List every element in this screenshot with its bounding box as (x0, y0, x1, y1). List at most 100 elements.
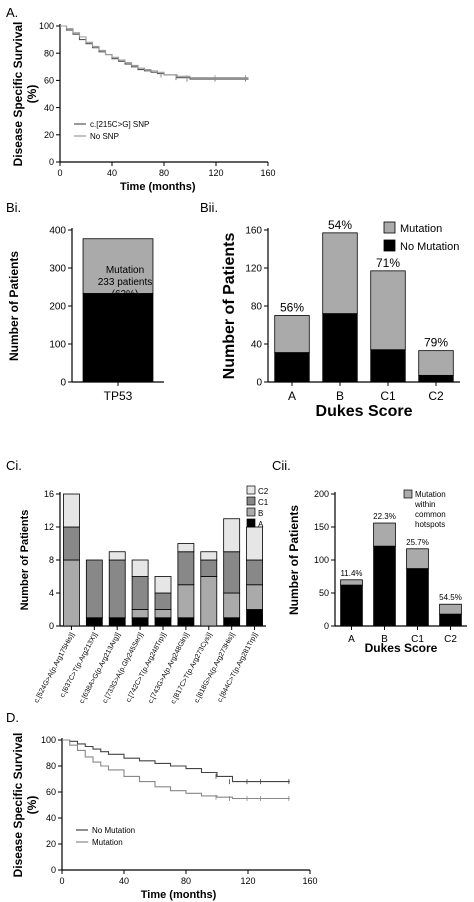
ci-bar-a (85, 617, 103, 627)
bii-category-label: C1 (380, 389, 396, 403)
a-x-tick-label: 160 (260, 168, 275, 178)
ci-legend-swatch (246, 518, 256, 528)
bii-y-tick-label: 40 (251, 340, 263, 351)
bi-annotation: 233 patients (98, 277, 153, 288)
ci-bar-c1 (85, 559, 103, 619)
bi-y-tick-label: 100 (49, 340, 66, 351)
ci-bar-c2 (108, 551, 126, 561)
bi-annotation: (62%) (112, 289, 139, 300)
d-x-tick-label: 120 (240, 876, 255, 886)
ci-category-label: c.[638A>G(p.Arg213Arg)] (79, 632, 122, 705)
bi-annotation: Mutation (106, 265, 144, 276)
ci-bar-b (246, 584, 263, 610)
ci-bar-c2 (223, 518, 241, 553)
a-y-tick-label: 20 (44, 130, 54, 140)
d-y-tick-label: 40 (46, 813, 56, 823)
cii-bar-no-mutation (406, 568, 429, 627)
a-series-1-line (60, 25, 249, 79)
d-y-tick-label: 80 (46, 761, 56, 771)
bii-bar-no-mutation (370, 349, 406, 383)
ci-bar-c1 (154, 592, 172, 610)
panel-label-bii: Bii. (200, 200, 218, 215)
a-y-tick-label: 80 (44, 48, 54, 58)
bii-bar-label: 54% (328, 218, 352, 232)
cii-bar-label: 25.7% (406, 538, 429, 547)
panel-label-ci: Ci. (6, 458, 22, 473)
panel-label-cii: Cii. (272, 458, 291, 473)
cii-legend-label: common (415, 510, 446, 519)
bii-bar-mutation (322, 232, 358, 315)
bi-y-tick-label: 400 (49, 226, 66, 237)
ci-y-tick-label: 4 (49, 588, 54, 598)
ci-bar-c2 (154, 576, 172, 594)
bi-category-label: TP53 (104, 389, 133, 403)
cii-category-label: C1 (411, 634, 424, 645)
ci-bar-b (63, 559, 80, 627)
cii-bar-label: 11.4% (340, 569, 362, 578)
bi-annotation: (38%) (112, 357, 139, 368)
bii-y-axis-title: Number of Patients (221, 233, 238, 380)
ci-bar-b (131, 609, 149, 619)
ci-legend-label: C1 (258, 498, 269, 507)
d-y-tick-label: 0 (51, 865, 56, 875)
d-y-axis-title: Disease Specific Survival (11, 733, 25, 878)
bi-annotation: No Mutation (98, 333, 152, 344)
bi-y-tick-label: 0 (60, 378, 66, 389)
a-y-tick-label: 60 (44, 76, 54, 86)
a-y-tick-label: 0 (49, 157, 54, 167)
bi-annotation: 144 patients (98, 345, 153, 356)
ci-legend-swatch (246, 485, 256, 495)
ci-bar-a (177, 617, 195, 627)
d-x-axis-title: Time (months) (141, 889, 217, 901)
ci-bar-a (154, 617, 172, 627)
cii-x-axis-title: Dukes Score (365, 641, 438, 655)
d-x-tick-label: 80 (181, 876, 191, 886)
ci-legend-label: B (258, 509, 263, 518)
ci-bar-b (223, 592, 241, 619)
ci-legend-label: A (258, 520, 264, 529)
ci-bar-c2 (177, 543, 195, 553)
ci-y-axis-title: Number of Patients (19, 510, 31, 611)
bii-bar-no-mutation (274, 352, 310, 383)
bii-y-tick-label: 120 (245, 264, 262, 275)
ci-bar-c1 (108, 559, 126, 619)
a-x-tick-label: 120 (208, 168, 223, 178)
cii-category-label: A (348, 634, 355, 645)
ci-bar-c1 (246, 559, 263, 586)
a-y-tick-label: 100 (39, 21, 54, 31)
bii-legend-label: No Mutation (400, 241, 459, 253)
ci-bar-a (246, 609, 263, 627)
cii-bar-label: 22.3% (373, 512, 396, 521)
cii-bar-mutation-within-common-hotspots (439, 603, 462, 615)
bii-legend-swatch (383, 239, 396, 252)
bii-bar-no-mutation (322, 313, 358, 383)
bi-y-tick-label: 300 (49, 264, 66, 275)
bii-bar-label: 79% (424, 336, 448, 350)
ci-bar-a (223, 617, 241, 627)
cii-bar-no-mutation (373, 545, 396, 627)
bii-bar-mutation (370, 270, 406, 351)
d-y-tick-label: 20 (46, 839, 56, 849)
panel-label-bi: Bi. (6, 200, 21, 215)
d-y-axis-title-unit: (%) (25, 796, 39, 815)
bii-legend-swatch (383, 221, 396, 234)
d-x-tick-label: 40 (119, 876, 129, 886)
ci-bar-b (177, 584, 195, 619)
bii-bar-mutation (274, 315, 310, 353)
ci-category-label: c.[743G>A(p.Arg248Gln)] (147, 632, 190, 705)
ci-bar-a (131, 617, 149, 627)
d-y-tick-label: 100 (41, 735, 56, 745)
bii-category-label: B (336, 389, 344, 403)
a-y-axis-title-unit: (%) (25, 85, 39, 104)
ci-category-label: c.[524G>A(p.Arg175His)] (33, 632, 76, 705)
bi-bar-no-mutation (82, 293, 154, 383)
ci-bar-c1 (63, 526, 80, 561)
bi-y-axis-title: Number of Patients (7, 251, 21, 361)
cii-y-tick-label: 150 (314, 522, 329, 532)
bii-bar-label: 71% (376, 256, 400, 270)
bii-category-label: A (288, 389, 296, 403)
a-x-tick-label: 40 (107, 168, 117, 178)
d-series-1-line (62, 739, 290, 800)
cii-legend-label: Mutation (415, 490, 446, 499)
cii-legend-label: within (414, 500, 435, 509)
